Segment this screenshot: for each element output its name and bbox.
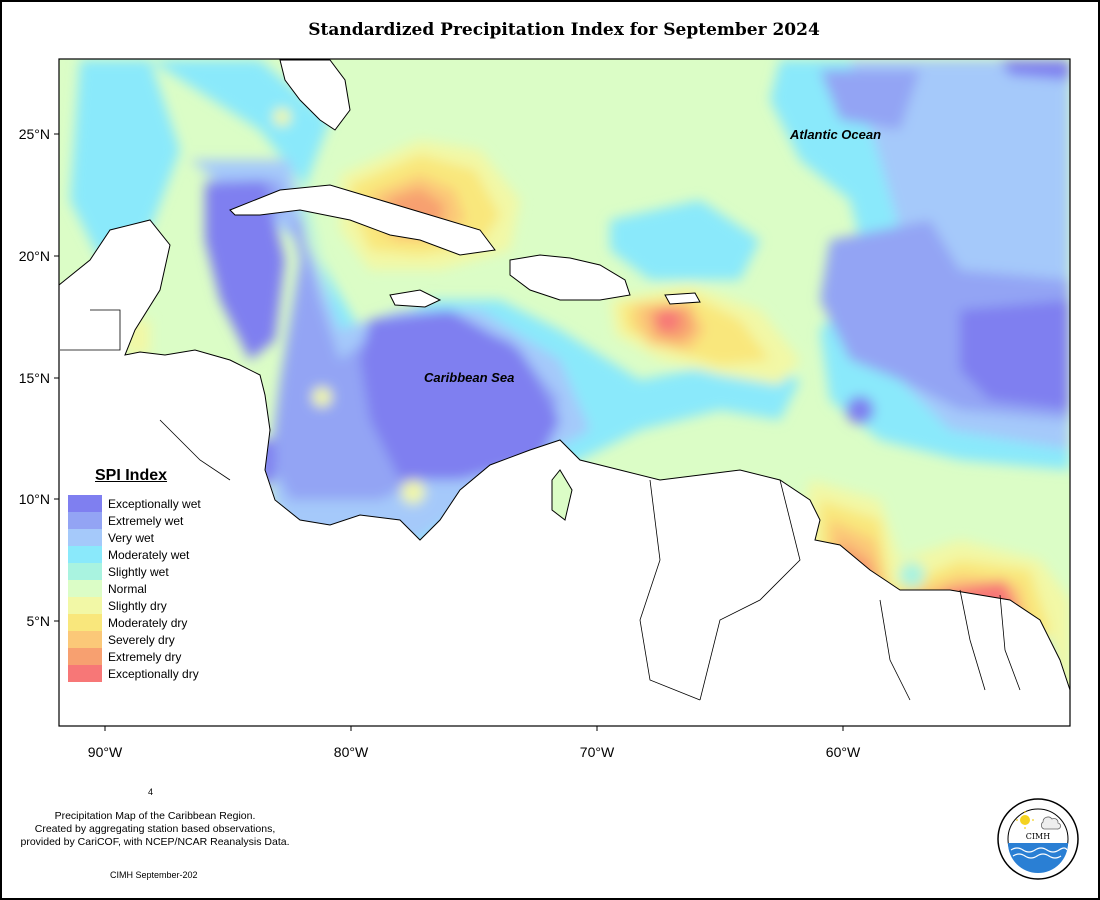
- legend-label: Exceptionally dry: [108, 666, 199, 681]
- cloud-icon: [1040, 816, 1061, 830]
- lon-axis: [104, 726, 844, 731]
- legend-swatch: [68, 529, 102, 546]
- legend-rows: Exceptionally wet Extremely wet Very wet Mo…: [68, 495, 218, 682]
- atlantic-ocean-label: Atlantic Ocean: [789, 127, 881, 142]
- legend-item: Normal: [68, 580, 218, 597]
- legend-item: Extremely wet: [68, 512, 218, 529]
- exceptionally-wet-west: [205, 180, 285, 360]
- legend-item: Slightly wet: [68, 563, 218, 580]
- legend-swatch: [68, 665, 102, 682]
- legend-label: Slightly dry: [108, 598, 167, 613]
- footer-date: CIMH September-202: [110, 870, 198, 880]
- land-masses: [59, 59, 1070, 726]
- legend-swatch: [68, 597, 102, 614]
- extremely-wet-north: [820, 70, 920, 130]
- cuba: [229, 184, 496, 256]
- lon-tick-label: 70°W: [580, 744, 615, 760]
- footer-note: Precipitation Map of the Caribbean Regio…: [0, 810, 310, 849]
- legend-label: Moderately wet: [108, 547, 190, 562]
- legend-label: Slightly wet: [108, 564, 169, 579]
- lon-tick-label: 80°W: [334, 744, 369, 760]
- exceptionally-wet-caribbean-sea: [360, 310, 560, 480]
- legend-title: SPI Index: [95, 467, 168, 484]
- legend-item: Moderately dry: [68, 614, 218, 631]
- puerto-rico: [664, 292, 701, 305]
- wet-patch-hispaniola: [610, 200, 760, 280]
- footer-note-line: provided by CariCOF, with NCEP/NCAR Rean…: [20, 836, 290, 848]
- legend-label: Severely dry: [108, 632, 175, 647]
- legend-label: Exceptionally wet: [108, 496, 201, 511]
- legend-label: Normal: [108, 581, 147, 596]
- legend-swatch: [68, 512, 102, 529]
- lon-tick-label: 60°W: [826, 744, 861, 760]
- plot-border: [58, 58, 1071, 727]
- lat-axis: [54, 133, 59, 622]
- caribbean-sea-label: Caribbean Sea: [424, 370, 514, 385]
- exceptionally-wet-atlantic: [960, 300, 1070, 410]
- legend-item: Very wet: [68, 529, 218, 546]
- lat-tick-label: 15°N: [19, 370, 50, 386]
- legend-item: Extremely dry: [68, 648, 218, 665]
- legend-swatch: [68, 648, 102, 665]
- page-number: 4: [148, 787, 154, 797]
- legend-item: Slightly dry: [68, 597, 218, 614]
- legend-swatch: [68, 563, 102, 580]
- legend-label: Extremely dry: [108, 649, 182, 664]
- spi-field: [59, 59, 1070, 726]
- footer-note-line: Created by aggregating station based obs…: [34, 823, 276, 835]
- legend-swatch: [68, 580, 102, 597]
- legend-swatch: [68, 495, 102, 512]
- lat-tick-label: 5°N: [27, 613, 51, 629]
- lon-tick-label: 90°W: [88, 744, 123, 760]
- sun-icon: [1020, 815, 1030, 825]
- hispaniola: [509, 254, 631, 301]
- legend-item: Severely dry: [68, 631, 218, 648]
- legend-item: Exceptionally wet: [68, 495, 218, 512]
- legend-label: Moderately dry: [108, 615, 188, 630]
- footer-note-line: Precipitation Map of the Caribbean Regio…: [54, 810, 256, 822]
- legend-label: Extremely wet: [108, 513, 184, 528]
- legend-label: Very wet: [108, 530, 155, 545]
- jamaica: [389, 289, 442, 308]
- cimh-logo: CIMH: [997, 798, 1079, 880]
- legend-item: Moderately wet: [68, 546, 218, 563]
- exceptionally-dry-puerto-rico: [656, 308, 680, 332]
- legend-item: Exceptionally dry: [68, 665, 218, 682]
- legend-swatch: [68, 614, 102, 631]
- map-title: Standardized Precipitation Index for Sep…: [308, 20, 820, 40]
- lat-tick-label: 25°N: [19, 126, 50, 142]
- legend-swatch: [68, 631, 102, 648]
- country-borders: [60, 309, 1021, 701]
- lat-tick-label: 20°N: [19, 248, 50, 264]
- south-central-america: [59, 219, 1070, 726]
- legend-swatch: [68, 546, 102, 563]
- wet-patch-gulf: [70, 60, 180, 260]
- lat-tick-label: 10°N: [19, 491, 50, 507]
- florida: [279, 59, 351, 131]
- logo-text: CIMH: [1026, 832, 1050, 841]
- spi-legend: SPI Index Exceptionally wet Extremely wet…: [68, 467, 218, 682]
